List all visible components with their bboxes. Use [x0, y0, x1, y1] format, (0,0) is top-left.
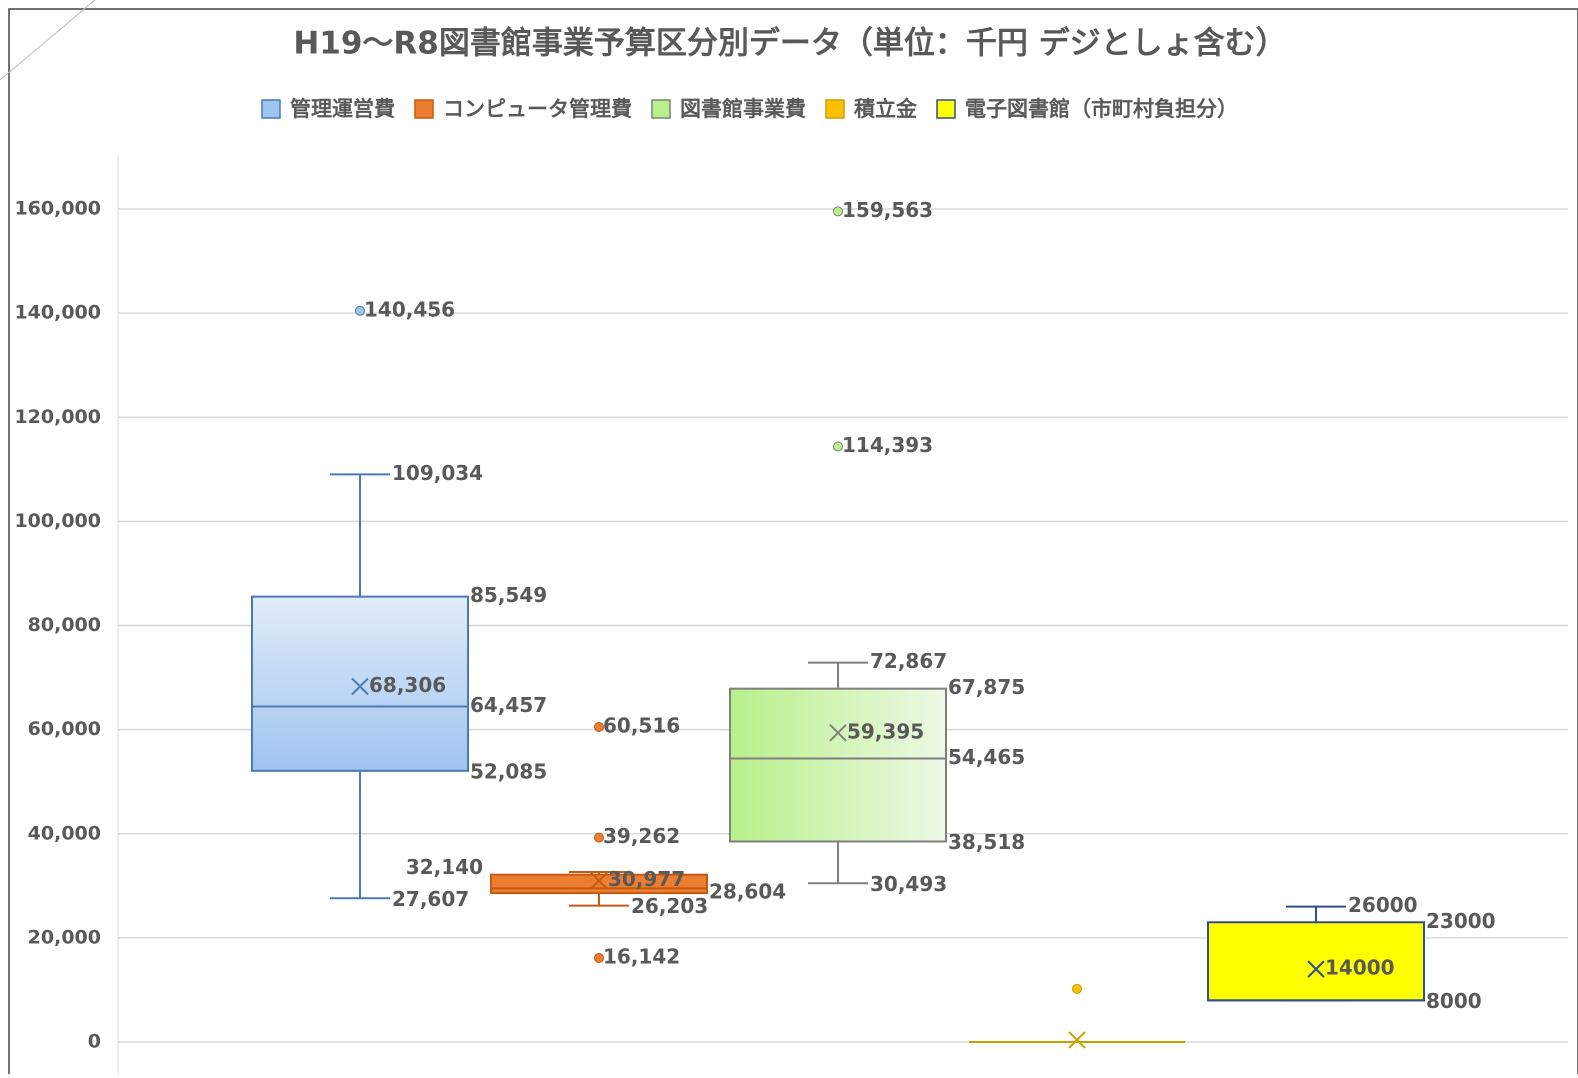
data-label: 54,465 — [948, 745, 1025, 769]
data-label: 23000 — [1426, 909, 1496, 933]
data-label: 59,395 — [847, 719, 924, 743]
y-tick-label: 20,000 — [28, 926, 101, 948]
y-tick-label: 40,000 — [28, 822, 101, 844]
data-label: 72,867 — [870, 649, 947, 673]
y-tick-label: 120,000 — [14, 406, 101, 428]
y-tick-label: 60,000 — [28, 718, 101, 740]
y-tick-label: 160,000 — [14, 198, 101, 220]
outlier — [355, 305, 365, 316]
data-label: 85,549 — [470, 583, 547, 607]
data-label: 39,262 — [603, 824, 680, 848]
legend-label: 積立金 — [854, 97, 918, 121]
y-tick-label: 140,000 — [14, 302, 101, 324]
box — [729, 687, 947, 843]
legend-swatch — [414, 99, 434, 119]
mean-marker — [829, 724, 847, 742]
outlier — [1072, 983, 1082, 994]
mean-marker — [351, 677, 369, 696]
mean-marker — [1068, 1031, 1086, 1049]
data-label: 114,393 — [842, 433, 933, 457]
chart-title: H19～R8図書館事業予算区分別データ（単位：千円 デジとしょ含む） — [293, 26, 1286, 62]
data-label: 68,306 — [369, 673, 446, 697]
data-label: 30,493 — [870, 872, 947, 896]
data-label: 30,977 — [608, 867, 685, 891]
legend-swatch — [651, 99, 671, 119]
mean-marker — [1307, 960, 1325, 978]
outlier — [594, 832, 604, 843]
mean-marker — [590, 872, 608, 890]
y-tick-label: 0 — [88, 1031, 101, 1053]
data-label: 8000 — [1426, 989, 1482, 1013]
legend-label: 管理運営費 — [290, 97, 395, 121]
outlier — [833, 206, 843, 217]
outlier — [594, 721, 604, 732]
legend-label: 電子図書館（市町村負担分） — [965, 97, 1238, 121]
legend-label: 図書館事業費 — [680, 97, 806, 121]
data-label: 27,607 — [392, 887, 469, 911]
y-tick-label: 80,000 — [28, 614, 101, 636]
legend-swatch — [936, 99, 956, 119]
data-label: 32,140 — [406, 855, 483, 879]
y-tick-label: 100,000 — [14, 510, 101, 532]
legend: 管理運営費 コンピュータ管理費 図書館事業費 積立金 電子図書館（市町村負担分） — [261, 97, 1238, 121]
chart-frame — [8, 8, 1578, 1078]
data-label: 28,604 — [709, 880, 786, 904]
data-label: 52,085 — [470, 759, 547, 783]
data-label: 67,875 — [948, 675, 1025, 699]
legend-swatch — [261, 99, 281, 119]
data-label: 109,034 — [392, 461, 483, 485]
data-label: 38,518 — [948, 830, 1025, 854]
legend-swatch — [825, 99, 845, 119]
data-label: 64,457 — [470, 693, 547, 717]
data-label: 159,563 — [842, 198, 933, 222]
data-label: 60,516 — [603, 713, 680, 737]
data-label: 26000 — [1348, 893, 1418, 917]
data-label: 14000 — [1325, 956, 1395, 980]
legend-label: コンピュータ管理費 — [443, 97, 632, 121]
data-label: 26,203 — [631, 894, 708, 918]
box — [251, 595, 469, 772]
data-label: 140,456 — [364, 297, 455, 321]
outlier — [833, 441, 843, 452]
outlier — [594, 952, 604, 963]
data-label: 16,142 — [603, 944, 680, 968]
decoration — [0, 0, 96, 81]
box — [1207, 921, 1425, 1002]
